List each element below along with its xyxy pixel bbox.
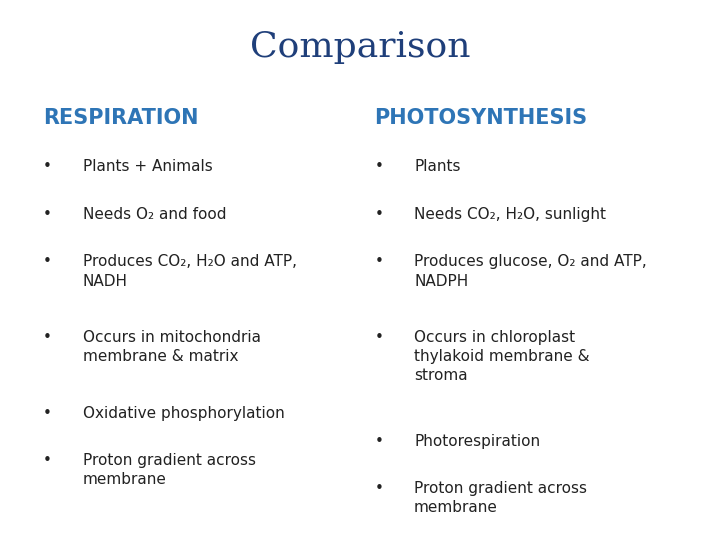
Text: •: • xyxy=(374,159,383,174)
Text: •: • xyxy=(43,406,52,421)
Text: PHOTOSYNTHESIS: PHOTOSYNTHESIS xyxy=(374,108,588,128)
Text: •: • xyxy=(374,434,383,449)
Text: Occurs in mitochondria
membrane & matrix: Occurs in mitochondria membrane & matrix xyxy=(83,330,261,364)
Text: Plants: Plants xyxy=(414,159,461,174)
Text: •: • xyxy=(43,330,52,345)
Text: Proton gradient across
membrane: Proton gradient across membrane xyxy=(83,453,256,487)
Text: Oxidative phosphorylation: Oxidative phosphorylation xyxy=(83,406,284,421)
Text: Occurs in chloroplast
thylakoid membrane &
stroma: Occurs in chloroplast thylakoid membrane… xyxy=(414,330,590,383)
Text: •: • xyxy=(43,207,52,222)
Text: Produces CO₂, H₂O and ATP,
NADH: Produces CO₂, H₂O and ATP, NADH xyxy=(83,254,297,288)
Text: •: • xyxy=(43,254,52,269)
Text: Needs CO₂, H₂O, sunlight: Needs CO₂, H₂O, sunlight xyxy=(414,207,606,222)
Text: •: • xyxy=(43,453,52,468)
Text: Plants + Animals: Plants + Animals xyxy=(83,159,212,174)
Text: Photorespiration: Photorespiration xyxy=(414,434,540,449)
Text: •: • xyxy=(43,159,52,174)
Text: Produces glucose, O₂ and ATP,
NADPH: Produces glucose, O₂ and ATP, NADPH xyxy=(414,254,647,288)
Text: •: • xyxy=(374,330,383,345)
Text: •: • xyxy=(374,207,383,222)
Text: Needs O₂ and food: Needs O₂ and food xyxy=(83,207,226,222)
Text: Proton gradient across
membrane: Proton gradient across membrane xyxy=(414,481,587,515)
Text: •: • xyxy=(374,481,383,496)
Text: •: • xyxy=(374,254,383,269)
Text: RESPIRATION: RESPIRATION xyxy=(43,108,199,128)
Text: Comparison: Comparison xyxy=(250,30,470,64)
